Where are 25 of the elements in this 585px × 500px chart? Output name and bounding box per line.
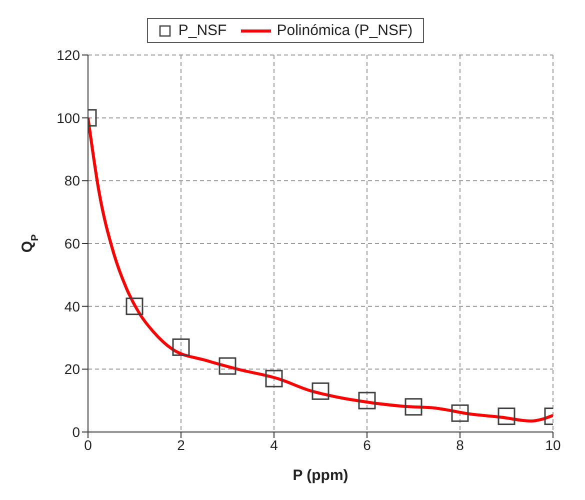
legend-label: P_NSF <box>178 22 227 39</box>
y-tick-label: 60 <box>64 235 80 252</box>
point <box>451 404 469 422</box>
x-tick-label: 4 <box>270 436 278 453</box>
legend-label: Polinómica (P_NSF) <box>276 22 413 39</box>
x-tick-label: 8 <box>456 436 464 453</box>
point <box>312 382 330 400</box>
point <box>358 392 376 410</box>
x-tick-label: 10 <box>545 436 561 453</box>
y-tick-label: 100 <box>56 110 80 126</box>
point <box>265 370 283 388</box>
y-tick-label: 80 <box>64 172 80 189</box>
y-tick-label: 0 <box>72 424 80 440</box>
x-axis-title: P (ppm) <box>292 467 348 484</box>
point <box>404 398 422 416</box>
point <box>498 408 516 426</box>
point <box>172 338 190 356</box>
x-tick-label: 6 <box>363 436 372 453</box>
x-tick-label: 0 <box>84 436 92 453</box>
point <box>126 298 144 316</box>
y-tick-label: 120 <box>56 46 80 63</box>
point <box>218 357 236 375</box>
y-tick-label: 20 <box>64 361 80 378</box>
x-tick-label: 2 <box>177 436 186 453</box>
y-tick-label: 40 <box>64 298 80 314</box>
